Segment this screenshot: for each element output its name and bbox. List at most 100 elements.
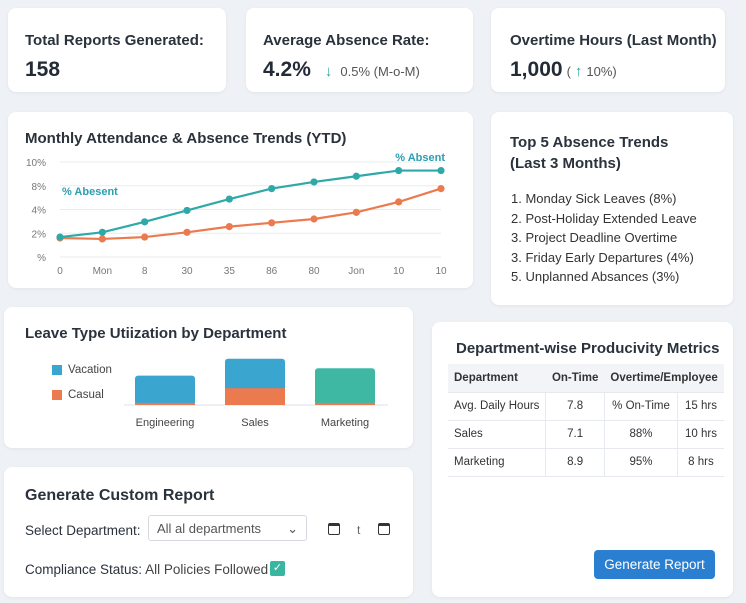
kpi-change: 0.5% (M-o-M)	[340, 64, 420, 79]
data-point	[352, 208, 360, 216]
cell: 8.9	[545, 448, 605, 477]
data-point	[268, 185, 276, 193]
table-row: Marketing 8.9 95% 8 hrs	[448, 448, 724, 477]
legend-label: Vacation	[68, 364, 112, 376]
kpi-value: 4.2%	[263, 58, 311, 81]
cell: 10 hrs	[677, 420, 724, 449]
kpi-value: 158	[25, 58, 61, 81]
series-line	[59, 169, 441, 239]
data-point	[268, 219, 276, 227]
data-point	[183, 228, 191, 236]
list-item: 2. Post-Holiday Extended Leave	[511, 210, 697, 226]
table-header: Department On-Time Overtime/Employee	[448, 364, 724, 393]
bar-casual	[315, 402, 375, 405]
x-tick-label: 30	[181, 266, 193, 277]
end-date-calendar-icon[interactable]	[378, 523, 390, 535]
series-annotation: % Absent	[395, 152, 445, 164]
compliance-label: Compliance Status:	[25, 562, 143, 577]
arrow-up-icon: ↑	[574, 63, 583, 80]
title-line: (Last 3 Months)	[510, 155, 621, 172]
x-tick-label: 10	[435, 266, 447, 277]
compliance-value: All Policies Followed	[145, 562, 269, 577]
x-tick-label: 10	[393, 266, 405, 277]
kpi-label: Overtime Hours (Last Month)	[510, 32, 717, 49]
list-item: 3. Project Deadline Overtime	[511, 230, 678, 245]
data-point	[437, 185, 445, 193]
cell: 7.8	[545, 392, 605, 421]
start-date-calendar-icon[interactable]	[328, 523, 340, 535]
list-item: 3. Friday Early Departures (4%)	[511, 249, 694, 265]
cell: 8 hrs	[677, 448, 724, 477]
list-item: 1. Monday Sick Leaves (8%)	[511, 191, 677, 206]
x-tick-label: Engineering	[136, 417, 195, 429]
data-point	[98, 235, 106, 243]
compliance-checkbox[interactable]: ✓	[270, 561, 285, 576]
table-row: Avg. Daily Hours 7.8% On-Time 15 hrs	[448, 392, 724, 421]
table-title: Department-wise Producivity Metrics	[456, 340, 720, 357]
col-header: Overtime/Employee	[604, 364, 724, 393]
bar-casual	[135, 402, 195, 405]
data-point	[310, 215, 318, 223]
top5-card: Top 5 Absence Trends (Last 3 Months) 1. M…	[491, 112, 733, 305]
chart-title: Monthly Attendance & Absence Trends (YTD…	[25, 130, 347, 147]
cell: 88%	[603, 420, 678, 449]
dept-label: Select Department:	[25, 523, 141, 538]
x-tick-label: Mon	[93, 266, 112, 277]
legend-vacation: Vacation	[52, 364, 112, 376]
kpi-label: Average Absence Rate:	[263, 32, 430, 49]
x-tick-label: 8	[142, 266, 148, 277]
y-tick-label: 4%	[32, 206, 47, 217]
custom-report-card: Generate Custom Report Select Department…	[4, 467, 413, 597]
x-tick-label: 80	[308, 266, 320, 277]
arrow-down-icon: ↓	[324, 63, 333, 80]
kpi-value: 1,000	[510, 58, 563, 81]
productivity-table: Department On-Time Overtime/Employee Avg. …	[448, 364, 724, 477]
bar-vacation	[315, 368, 375, 405]
data-point	[225, 195, 233, 203]
series-line	[59, 187, 442, 241]
data-point	[98, 228, 106, 236]
top5-list: 1. Monday Sick Leaves (8%) 2. Post-Holid…	[511, 189, 697, 287]
bar-casual	[225, 388, 285, 405]
x-tick-label: 86	[266, 266, 278, 277]
data-point	[141, 233, 149, 241]
col-header: On-Time	[545, 364, 605, 393]
data-point	[225, 223, 233, 231]
x-tick-label: 0	[57, 266, 63, 277]
leave-chart-card: Leave Type Utiization by Department Vaca…	[4, 307, 413, 448]
list-item: 5. Unplanned Absances (3%)	[511, 269, 680, 284]
x-tick-label: Jon	[348, 266, 364, 277]
x-tick-label: 35	[224, 266, 236, 277]
y-tick-label: 8%	[32, 182, 47, 193]
cell: 15 hrs	[677, 392, 724, 421]
bar-vacation	[135, 375, 195, 405]
y-tick-label: 2%	[32, 229, 47, 240]
chart-title: Leave Type Utiization by Department	[25, 325, 287, 342]
table-row: Sales 7.1 88% 10 hrs	[448, 420, 724, 449]
legend-swatch	[52, 390, 62, 400]
col-header: Department	[448, 364, 546, 393]
trend-chart-card: Monthly Attendance & Absence Trends (YTD…	[8, 112, 473, 288]
data-point	[437, 166, 445, 175]
series-annotation: % Abesent	[62, 186, 118, 198]
select-value: All al departments	[157, 521, 262, 536]
data-point	[183, 206, 191, 215]
report-title: Generate Custom Report	[25, 487, 215, 504]
data-point	[141, 218, 149, 226]
data-point	[395, 166, 403, 175]
department-select[interactable]: All al departments ⌄	[148, 515, 307, 541]
cell: 95%	[603, 448, 678, 477]
y-tick-label: 10%	[26, 158, 46, 169]
x-tick-label: Marketing	[321, 417, 369, 429]
cell: Marketing	[448, 448, 546, 477]
legend-label: Casual	[68, 389, 104, 401]
bar-chart: Engineering Sales Marketing	[124, 358, 388, 429]
kpi-overtime: Overtime Hours (Last Month) 1,000 ( ↑ 10…	[491, 8, 725, 92]
x-tick-label: Sales	[241, 417, 269, 429]
productivity-card: Department-wise Producivity Metrics Depa…	[432, 322, 733, 597]
data-point	[310, 178, 318, 186]
kpi-change: 10%)	[586, 64, 617, 79]
cell: Avg. Daily Hours	[448, 392, 546, 421]
generate-report-button[interactable]: Generate Report	[594, 550, 715, 579]
kpi-total-reports: Total Reports Generated: 158	[8, 8, 226, 92]
